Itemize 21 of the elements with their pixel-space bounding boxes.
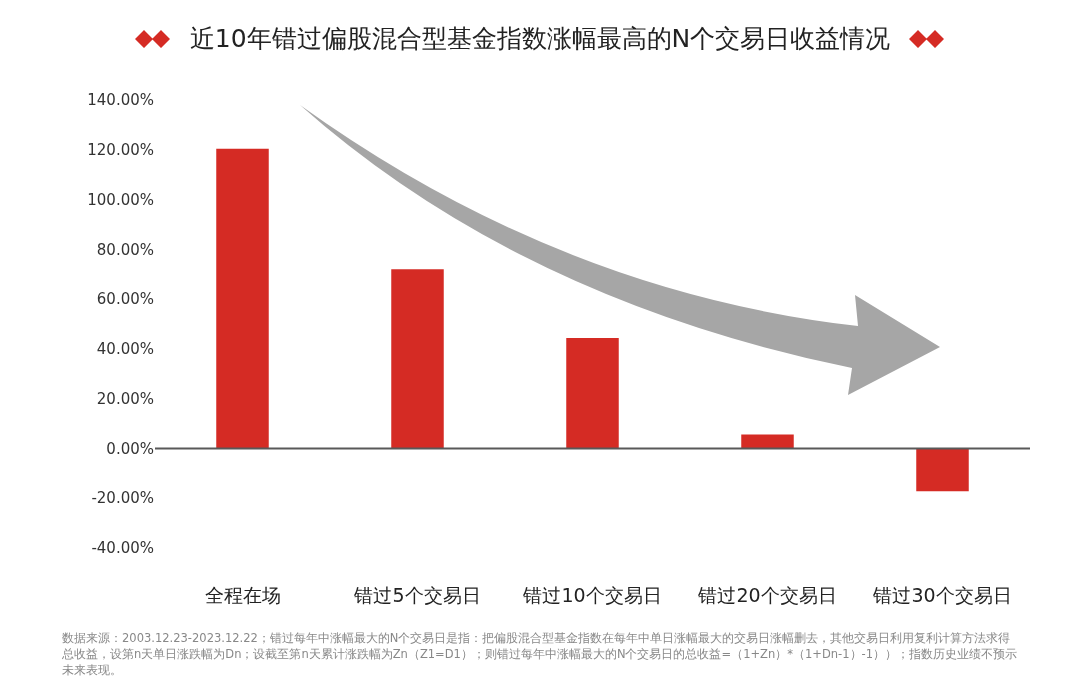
y-tick-label: 60.00% [96, 290, 154, 309]
y-tick-label: 100.00% [87, 190, 154, 209]
y-tick-label: 40.00% [96, 340, 154, 359]
x-tick-label: 错过20个交易日 [697, 584, 837, 606]
chart-title: 近10年错过偏股混合型基金指数涨幅最高的N个交易日收益情况 [189, 23, 891, 55]
x-tick-label: 全程在场 [204, 584, 281, 606]
y-tick-label: 0.00% [106, 439, 154, 458]
x-tick-label: 错过5个交易日 [353, 584, 481, 606]
y-tick-label: 140.00% [87, 91, 154, 110]
bar [566, 337, 619, 449]
y-tick-label: 20.00% [96, 389, 154, 408]
y-tick-label: 80.00% [96, 240, 154, 259]
y-tick-label: -20.00% [91, 489, 154, 508]
bar [391, 269, 444, 449]
x-tick-label: 错过10个交易日 [522, 584, 662, 606]
y-tick-label: 120.00% [87, 141, 154, 160]
bar [216, 148, 269, 449]
source-note: 数据来源：2003.12.23-2023.12.22；错过每年中涨幅最大的N个交易日是指：把偏股混合型基金指数在每年中单日涨幅最大的交易日涨幅删去，其他交易日利用复利计算方法求得总收益，设第n天单日涨跌幅为Dn；设截至第n天累计涨跌幅为Zn（Z1=D1）；则错过每年中涨幅最大的N个交易日的总收益=（1+Zn）*（1+Dn-1）-1））；指数历史业绩不预示未来表现。 [62, 630, 1019, 678]
y-tick-label: -40.00% [91, 539, 154, 558]
x-tick-label: 错过30个交易日 [872, 584, 1012, 606]
bar [916, 448, 969, 492]
